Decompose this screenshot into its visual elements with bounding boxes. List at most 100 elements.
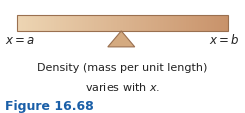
Bar — [217, 16, 218, 32]
Bar — [180, 16, 181, 32]
Bar — [102, 16, 103, 32]
Bar — [135, 16, 136, 32]
Bar — [173, 16, 174, 32]
Bar — [161, 16, 162, 32]
Bar — [158, 16, 159, 32]
Bar — [69, 16, 70, 32]
Bar — [101, 16, 102, 32]
Bar — [54, 16, 55, 32]
Bar — [198, 16, 199, 32]
Bar — [193, 16, 194, 32]
Bar — [226, 16, 227, 32]
Bar — [221, 16, 222, 32]
Bar — [200, 16, 201, 32]
Bar — [71, 16, 72, 32]
Bar — [175, 16, 176, 32]
Bar — [19, 16, 20, 32]
Bar — [108, 16, 109, 32]
Bar — [63, 16, 64, 32]
Bar — [113, 16, 114, 32]
Bar — [212, 16, 213, 32]
Bar — [191, 16, 192, 32]
Bar — [65, 16, 66, 32]
Bar — [178, 16, 179, 32]
Bar — [174, 16, 175, 32]
Bar — [73, 16, 74, 32]
Bar — [82, 16, 83, 32]
Bar — [72, 16, 73, 32]
Bar — [107, 16, 108, 32]
Bar — [41, 16, 42, 32]
Bar — [149, 16, 150, 32]
Bar — [123, 16, 124, 32]
Bar — [156, 16, 157, 32]
Bar — [24, 16, 25, 32]
Bar — [118, 16, 119, 32]
Bar — [160, 16, 161, 32]
Bar — [97, 16, 98, 32]
Bar — [203, 16, 204, 32]
Bar — [45, 16, 46, 32]
Bar — [208, 16, 209, 32]
Bar — [187, 16, 188, 32]
Bar — [51, 16, 52, 32]
Bar — [145, 16, 146, 32]
Bar — [79, 16, 80, 32]
Bar — [20, 16, 21, 32]
Bar — [170, 16, 171, 32]
Bar — [78, 16, 79, 32]
Bar — [21, 16, 22, 32]
Bar — [59, 16, 60, 32]
Bar — [209, 16, 210, 32]
Bar — [218, 16, 219, 32]
Bar — [162, 16, 163, 32]
Bar — [143, 16, 144, 32]
Bar — [103, 16, 104, 32]
Bar — [112, 16, 113, 32]
Bar — [64, 16, 65, 32]
Bar — [127, 16, 128, 32]
Bar — [37, 16, 38, 32]
Bar — [66, 16, 67, 32]
Bar — [146, 16, 147, 32]
Bar — [141, 16, 142, 32]
Bar — [127, 16, 128, 32]
Bar — [62, 16, 63, 32]
Bar — [124, 16, 125, 32]
Bar — [92, 16, 93, 32]
Bar — [67, 16, 68, 32]
Bar — [68, 16, 69, 32]
Bar — [209, 16, 210, 32]
Bar — [179, 16, 180, 32]
Bar — [153, 16, 154, 32]
Bar — [110, 16, 111, 32]
Bar — [99, 16, 100, 32]
Bar — [226, 16, 227, 32]
Bar — [101, 16, 102, 32]
Bar — [114, 16, 115, 32]
Bar — [120, 16, 121, 32]
Bar — [216, 16, 217, 32]
Bar — [87, 16, 88, 32]
Bar — [96, 16, 97, 32]
Bar — [156, 16, 157, 32]
Bar — [66, 16, 67, 32]
Bar — [179, 16, 180, 32]
Bar — [42, 16, 43, 32]
Bar — [224, 16, 225, 32]
Bar — [151, 16, 152, 32]
Bar — [100, 16, 101, 32]
Bar — [36, 16, 37, 32]
Bar — [71, 16, 72, 32]
Bar — [28, 16, 29, 32]
Bar — [30, 16, 31, 32]
Bar — [190, 16, 191, 32]
Bar — [150, 16, 151, 32]
Bar — [26, 16, 27, 32]
Bar — [137, 16, 138, 32]
Bar — [204, 16, 205, 32]
Bar — [207, 16, 208, 32]
Bar — [29, 16, 30, 32]
Bar — [63, 16, 64, 32]
Bar — [139, 16, 140, 32]
